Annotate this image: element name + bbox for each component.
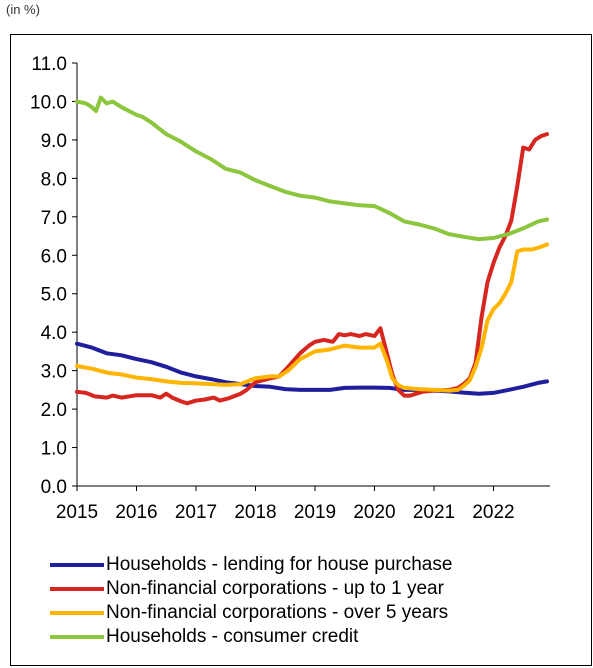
legend-item: Households - lending for house purchase: [50, 553, 452, 577]
series-line-3: [75, 242, 549, 393]
x-tick-label: 2017: [175, 502, 217, 523]
series-line-4: [75, 95, 549, 242]
y-tick-label: 2.0: [41, 400, 67, 421]
legend-label: Households - consumer credit: [106, 626, 359, 647]
x-tick-label: 2019: [294, 502, 336, 523]
y-tick-label: 11.0: [31, 54, 67, 75]
legend-swatch: [50, 635, 104, 639]
chart-frame: [10, 34, 592, 666]
y-tick-label: 3.0: [41, 362, 67, 383]
x-tick-label: 2020: [353, 502, 395, 523]
y-tick-label: 5.0: [41, 285, 67, 306]
series-line-2: [75, 132, 549, 406]
y-tick-label: 10.0: [30, 92, 67, 113]
legend-label: Non-financial corporations - up to 1 yea…: [106, 578, 444, 599]
legend-swatch: [50, 563, 104, 567]
y-tick-label: 6.0: [41, 246, 67, 267]
y-tick-label: 4.0: [41, 323, 67, 344]
x-axis: 2015 2016 2017 2018 2019 2020 2021 2022: [56, 485, 550, 523]
legend-item: Non-financial corporations - over 5 year…: [50, 601, 452, 625]
series-lines: [75, 95, 549, 406]
series-line-1: [75, 341, 549, 396]
x-tick-label: 2022: [472, 502, 514, 523]
y-tick-label: 9.0: [41, 131, 67, 152]
legend-swatch: [50, 587, 104, 591]
legend: Households - lending for house purchase N…: [50, 553, 452, 649]
y-tick-label: 7.0: [41, 208, 67, 229]
x-tick-label: 2018: [234, 502, 276, 523]
x-tick-label: 2015: [56, 502, 98, 523]
y-tick-label: 0.0: [41, 477, 67, 498]
legend-item: Non-financial corporations - up to 1 yea…: [50, 577, 452, 601]
y-tick-label: 8.0: [41, 169, 67, 190]
y-tick-label: 1.0: [41, 439, 67, 460]
legend-label: Households - lending for house purchase: [106, 554, 453, 575]
unit-label: (in %): [6, 2, 40, 17]
y-axis: 0.0 1.0 2.0 3.0 4.0 5.0 6.0 7.0 8.0 9.0 10.0 11.0: [30, 54, 78, 498]
legend-swatch: [50, 611, 104, 615]
x-tick-label: 2021: [413, 502, 455, 523]
legend-label: Non-financial corporations - over 5 year…: [106, 602, 449, 623]
x-tick-label: 2016: [115, 502, 157, 523]
legend-item: Households - consumer credit: [50, 625, 452, 649]
